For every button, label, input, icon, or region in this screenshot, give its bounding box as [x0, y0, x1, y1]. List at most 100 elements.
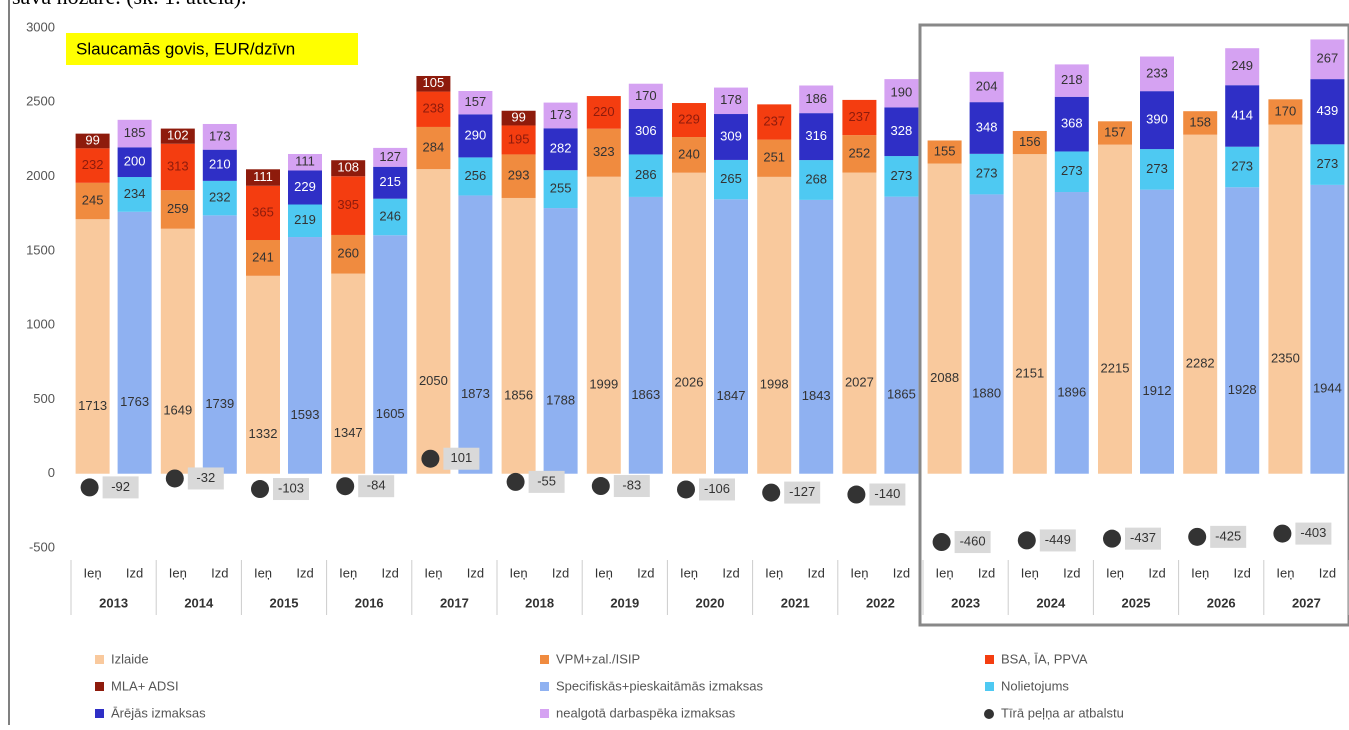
bar-segment	[672, 137, 706, 173]
x-tick-label: Izd	[1063, 565, 1080, 580]
value-label: 1880	[972, 385, 1001, 400]
value-label: 1912	[1143, 383, 1172, 398]
bar-segment	[969, 71, 1004, 103]
value-label: 240	[678, 146, 700, 161]
group-label: 2027	[1292, 595, 1321, 610]
value-label: 158	[1189, 114, 1211, 129]
bar-segment	[842, 135, 877, 173]
x-tick-label: Ieņ	[1191, 565, 1209, 580]
bar-segment	[1054, 96, 1089, 152]
value-label: 1347	[334, 425, 363, 440]
group-label: 2015	[270, 595, 299, 610]
bar-segment	[458, 157, 493, 196]
value-label: 156	[1019, 134, 1041, 149]
bar-segment	[969, 153, 1004, 195]
bar-segment	[1140, 189, 1174, 474]
y-tick-label: 1500	[26, 242, 55, 257]
value-label: 1873	[461, 386, 490, 401]
profit-label-box	[102, 476, 139, 499]
value-label: 190	[891, 85, 913, 100]
profit-label-box	[1295, 522, 1332, 545]
bar-segment	[586, 96, 621, 129]
bar-segment	[1012, 154, 1047, 474]
value-label: 204	[976, 78, 998, 93]
bar-segment	[884, 196, 919, 474]
value-label: 2088	[930, 370, 959, 385]
y-tick-label: 2000	[26, 168, 55, 183]
profit-label: 101	[451, 450, 473, 465]
profit-label-box	[1125, 527, 1161, 550]
value-label: 395	[337, 197, 359, 212]
legend-marker	[984, 709, 994, 719]
bar-segment	[75, 219, 110, 474]
bar-segment	[160, 228, 195, 474]
forecast-box	[918, 23, 1349, 627]
x-tick-label: Izd	[1234, 565, 1251, 580]
bar-segment	[628, 83, 663, 109]
value-label: 1856	[504, 387, 533, 402]
profit-label-box	[187, 467, 224, 490]
bar-segment	[160, 128, 195, 144]
bar-segment	[1183, 134, 1218, 474]
bar-segment	[75, 148, 110, 183]
value-label: 2215	[1101, 361, 1130, 376]
value-label: 237	[849, 109, 871, 124]
value-label: 178	[720, 92, 742, 107]
x-tick-label: Ieņ	[680, 565, 698, 580]
value-label: 170	[635, 88, 657, 103]
legend-label: VPM+zal./ISIP	[556, 651, 640, 666]
profit-label-box	[954, 531, 991, 554]
bar-segment	[1054, 64, 1089, 97]
value-label: 102	[167, 128, 189, 143]
value-label: 1865	[887, 387, 916, 402]
value-label: 1896	[1057, 384, 1086, 399]
profit-label: -84	[367, 478, 386, 493]
legend-label: Izlaide	[111, 651, 149, 666]
value-label: 186	[805, 91, 827, 106]
bar-segment	[714, 159, 748, 200]
bar-segment	[757, 176, 792, 474]
value-label: 111	[253, 169, 273, 184]
value-label: 1593	[291, 407, 320, 422]
x-tick-label: Izd	[893, 565, 910, 580]
legend-label: BSA, ĪA, PPVA	[1001, 651, 1088, 666]
profit-label-box	[1210, 525, 1247, 548]
bar-segment	[202, 180, 237, 216]
value-label: 249	[1231, 58, 1253, 73]
legend-marker	[985, 682, 994, 691]
x-tick-label: Ieņ	[424, 565, 442, 580]
bar-segment	[117, 177, 152, 212]
x-tick-label: Izd	[126, 565, 143, 580]
value-label: 238	[423, 101, 445, 116]
bar-segment	[202, 215, 237, 474]
x-tick-label: Ieņ	[84, 565, 102, 580]
value-label: 1788	[546, 392, 575, 407]
profit-dot	[80, 478, 99, 497]
bar-segment	[501, 125, 536, 155]
bar-segment	[117, 147, 152, 178]
legend-label: Tīrā peļņa ar atbalstu	[1001, 705, 1124, 720]
x-tick-label: Ieņ	[169, 565, 187, 580]
bar-segment	[416, 169, 451, 474]
value-label: 232	[209, 190, 231, 205]
bar-segment	[543, 208, 578, 474]
profit-label: -425	[1215, 528, 1241, 543]
value-label: 1928	[1228, 382, 1257, 397]
value-label: 1332	[249, 426, 278, 441]
bar-segment	[1098, 144, 1132, 474]
bar-segment	[160, 143, 195, 191]
profit-dot	[591, 477, 610, 496]
bar-segment	[501, 110, 536, 126]
profit-dot	[1188, 527, 1207, 546]
bar-segment	[1183, 111, 1218, 135]
bar-segment	[842, 172, 877, 474]
x-tick-label: Izd	[978, 565, 995, 580]
value-label: 273	[1317, 156, 1339, 171]
legend-marker	[95, 682, 104, 691]
bar-segment	[246, 169, 280, 186]
bar-segment	[714, 87, 748, 115]
bar-segment	[246, 240, 280, 276]
group-label: 2025	[1122, 595, 1151, 610]
y-tick-label: 1000	[26, 317, 55, 332]
bar-segment	[1268, 124, 1303, 474]
